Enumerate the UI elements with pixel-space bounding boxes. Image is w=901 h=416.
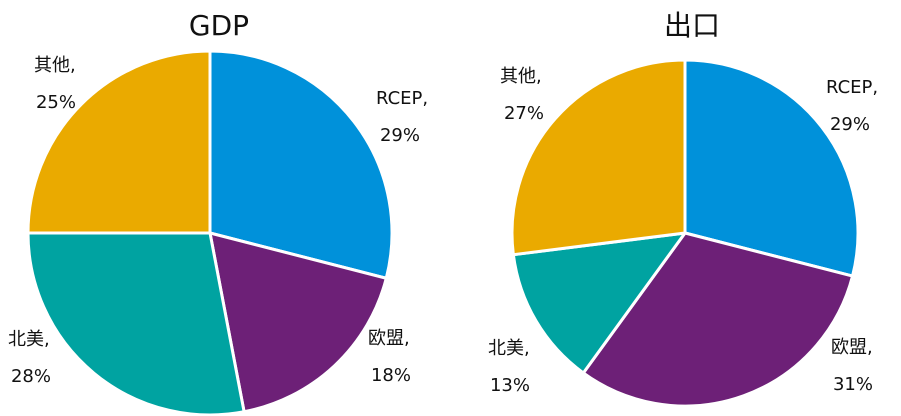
gdp-pie-labels: RCEP, 29% 欧盟, 18% 北美, 28% 其他, 25%: [8, 55, 428, 387]
gdp-label-rcep: RCEP,: [376, 88, 428, 109]
export-value-eu: 31%: [833, 374, 873, 395]
gdp-chart-title: GDP: [189, 9, 249, 42]
gdp-label-north-america: 北美,: [8, 329, 50, 350]
export-slice-eu: [581, 231, 855, 408]
export-slice-other: [510, 58, 687, 257]
export-label-eu: 欧盟,: [831, 337, 873, 358]
export-value-rcep: 29%: [830, 114, 870, 135]
export-chart-title: 出口: [664, 9, 720, 42]
gdp-value-rcep: 29%: [380, 125, 420, 146]
gdp-label-other: 其他,: [34, 55, 76, 76]
export-value-other: 27%: [504, 103, 544, 124]
export-label-other: 其他,: [500, 66, 542, 87]
gdp-pie-slices: [26, 49, 394, 416]
gdp-label-eu: 欧盟,: [368, 328, 410, 349]
gdp-value-north-america: 28%: [11, 366, 51, 387]
gdp-value-other: 25%: [36, 92, 76, 113]
gdp-pie-chart: GDP RCEP, 29% 欧盟, 18% 北美, 28% 其他, 25%: [8, 9, 428, 416]
export-label-north-america: 北美,: [488, 338, 530, 359]
export-value-north-america: 13%: [490, 375, 530, 396]
export-pie-chart: 出口 RCEP, 29% 欧盟, 31% 北美, 13% 其他, 27%: [488, 9, 878, 408]
gdp-slice-rcep: [208, 49, 394, 280]
gdp-slice-other: [26, 49, 212, 235]
export-pie-labels: RCEP, 29% 欧盟, 31% 北美, 13% 其他, 27%: [488, 66, 878, 396]
export-slice-rcep: [683, 58, 860, 278]
gdp-slice-north-america: [26, 231, 246, 416]
export-label-rcep: RCEP,: [826, 77, 878, 98]
export-slice-north-america: [511, 231, 687, 375]
export-pie-slices: [510, 58, 860, 408]
gdp-slice-eu: [208, 231, 388, 414]
gdp-value-eu: 18%: [371, 365, 411, 386]
